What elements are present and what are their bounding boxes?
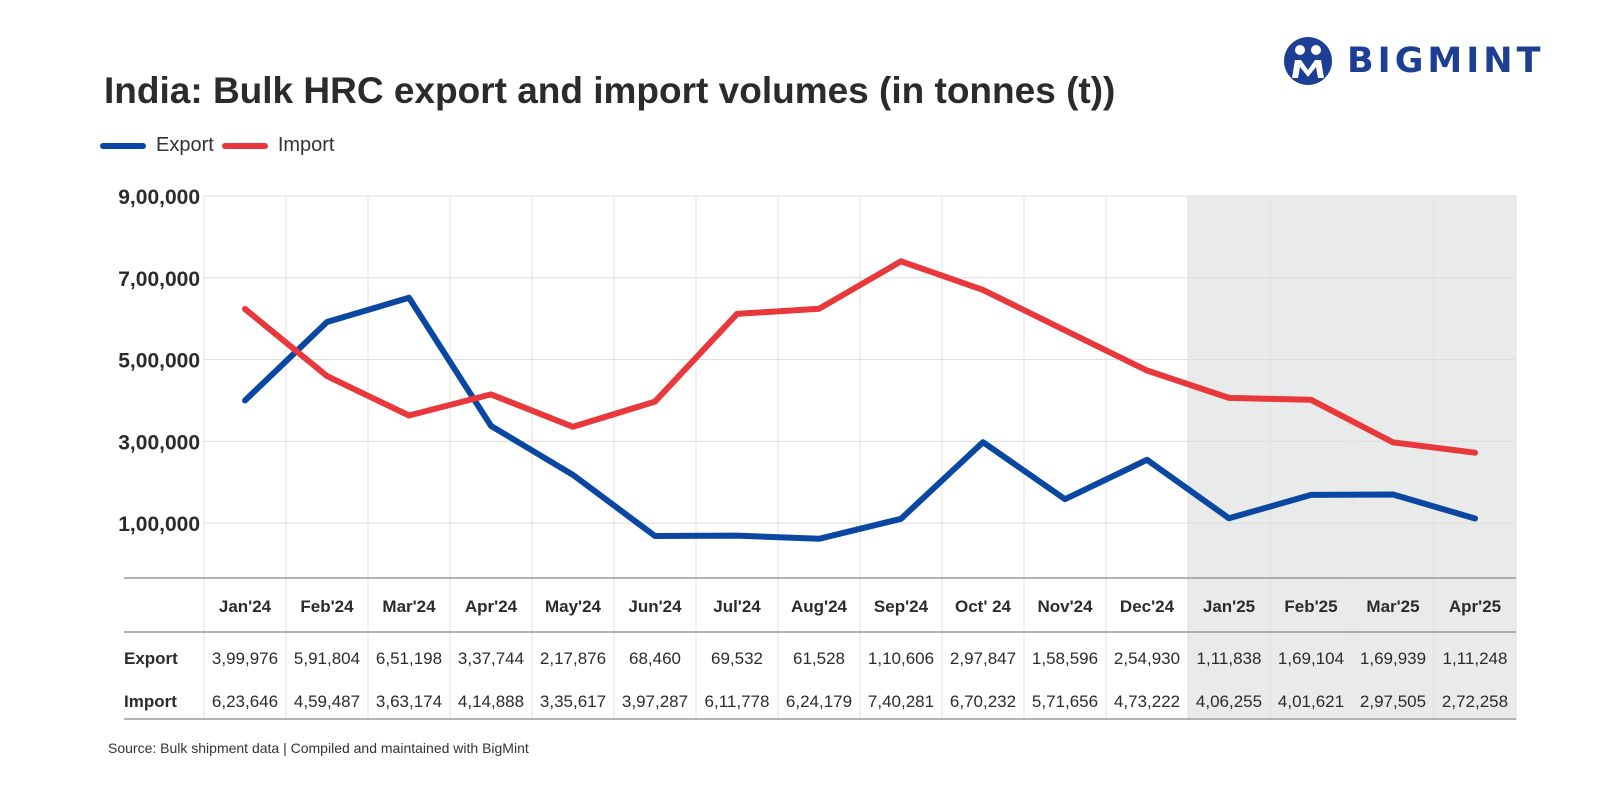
legend-item-import: Import: [221, 134, 335, 157]
y-tick-label: 1,00,000: [118, 513, 200, 536]
chart-legend: Export Import: [100, 134, 343, 157]
legend-label-export: Export: [156, 134, 214, 156]
y-tick-label: 7,00,000: [118, 268, 200, 291]
data-label-import: 3,35,617: [540, 692, 606, 711]
data-label-export: 2,54,930: [1114, 649, 1180, 668]
data-label-export: 1,58,596: [1032, 649, 1098, 668]
data-label-export: 1,11,838: [1197, 649, 1262, 668]
x-tick-label: Apr'25: [1449, 597, 1501, 616]
data-label-import: 4,59,487: [294, 692, 360, 711]
x-tick-label: Feb'24: [300, 597, 354, 616]
x-tick-label: Aug'24: [791, 597, 848, 616]
data-label-import: 6,23,646: [212, 692, 278, 711]
x-tick-label: Mar'24: [382, 597, 436, 616]
data-label-export: 1,69,939: [1360, 649, 1426, 668]
data-label-export: 6,51,198: [376, 649, 442, 668]
data-label-import: 5,71,656: [1032, 692, 1098, 711]
series-line-import: [242, 258, 1478, 456]
data-label-import: 4,06,255: [1196, 692, 1262, 711]
data-label-export: 69,532: [711, 649, 763, 668]
bigmint-logo-text: BIGMINT: [1347, 41, 1545, 81]
data-label-import: 2,72,258: [1442, 692, 1508, 711]
data-label-import: 6,11,778: [705, 692, 770, 711]
x-tick-label: Nov'24: [1037, 597, 1093, 616]
data-label-import: 4,73,222: [1114, 692, 1180, 711]
table-row-label-export: Export: [124, 649, 178, 668]
line-chart: 1,00,000 3,00,000 5,00,000 7,00,000 9,00,000…: [118, 186, 1517, 720]
data-label-export: 3,99,976: [212, 649, 278, 668]
data-label-import: 6,70,232: [950, 692, 1016, 711]
x-tick-label: Jan'25: [1203, 597, 1255, 616]
data-label-export: 68,460: [629, 649, 681, 668]
y-tick-label: 9,00,000: [118, 186, 200, 209]
data-label-import: 4,14,888: [458, 692, 524, 711]
data-label-import: 4,01,621: [1278, 692, 1344, 711]
x-tick-label: Dec'24: [1120, 597, 1175, 616]
data-label-import: 3,63,174: [376, 692, 442, 711]
data-label-import: 3,97,287: [622, 692, 688, 711]
legend-swatch-import: [221, 142, 268, 149]
data-label-export: 5,91,804: [294, 649, 360, 668]
x-tick-label: Apr'24: [465, 597, 518, 616]
x-tick-label: Mar'25: [1366, 597, 1419, 616]
y-tick-label: 3,00,000: [118, 431, 200, 454]
data-label-export: 1,69,104: [1278, 649, 1344, 668]
legend-item-export: Export: [100, 134, 214, 157]
data-label-export: 1,10,606: [868, 649, 934, 668]
legend-label-import: Import: [277, 134, 335, 156]
x-tick-label: May'24: [545, 597, 602, 616]
data-label-import: 6,24,179: [786, 692, 852, 711]
x-tick-label: Jan'24: [219, 597, 272, 616]
table-row-label-import: Import: [124, 692, 177, 711]
data-label-export: 3,37,744: [458, 649, 524, 668]
data-label-export: 2,97,847: [950, 649, 1016, 668]
data-label-import: 7,40,281: [868, 692, 934, 711]
bigmint-logo-icon: [1284, 37, 1332, 85]
x-tick-label: Sep'24: [874, 597, 929, 616]
series-line-export: [242, 294, 1478, 542]
data-label-export: 61,528: [793, 649, 845, 668]
x-tick-label: Oct' 24: [955, 597, 1012, 616]
y-tick-label: 5,00,000: [118, 350, 200, 373]
source-note: Source: Bulk shipment data | Compiled an…: [108, 740, 529, 756]
x-tick-label: Jun'24: [628, 597, 682, 616]
legend-swatch-export: [100, 142, 146, 149]
x-tick-label: Feb'25: [1284, 597, 1337, 616]
chart-title: India: Bulk HRC export and import volume…: [104, 70, 1116, 111]
data-label-export: 1,11,248: [1443, 649, 1508, 668]
bigmint-logo: BIGMINT: [1283, 36, 1544, 86]
data-label-import: 2,97,505: [1360, 692, 1426, 711]
data-label-export: 2,17,876: [540, 649, 606, 668]
x-tick-label: Jul'24: [713, 597, 761, 616]
